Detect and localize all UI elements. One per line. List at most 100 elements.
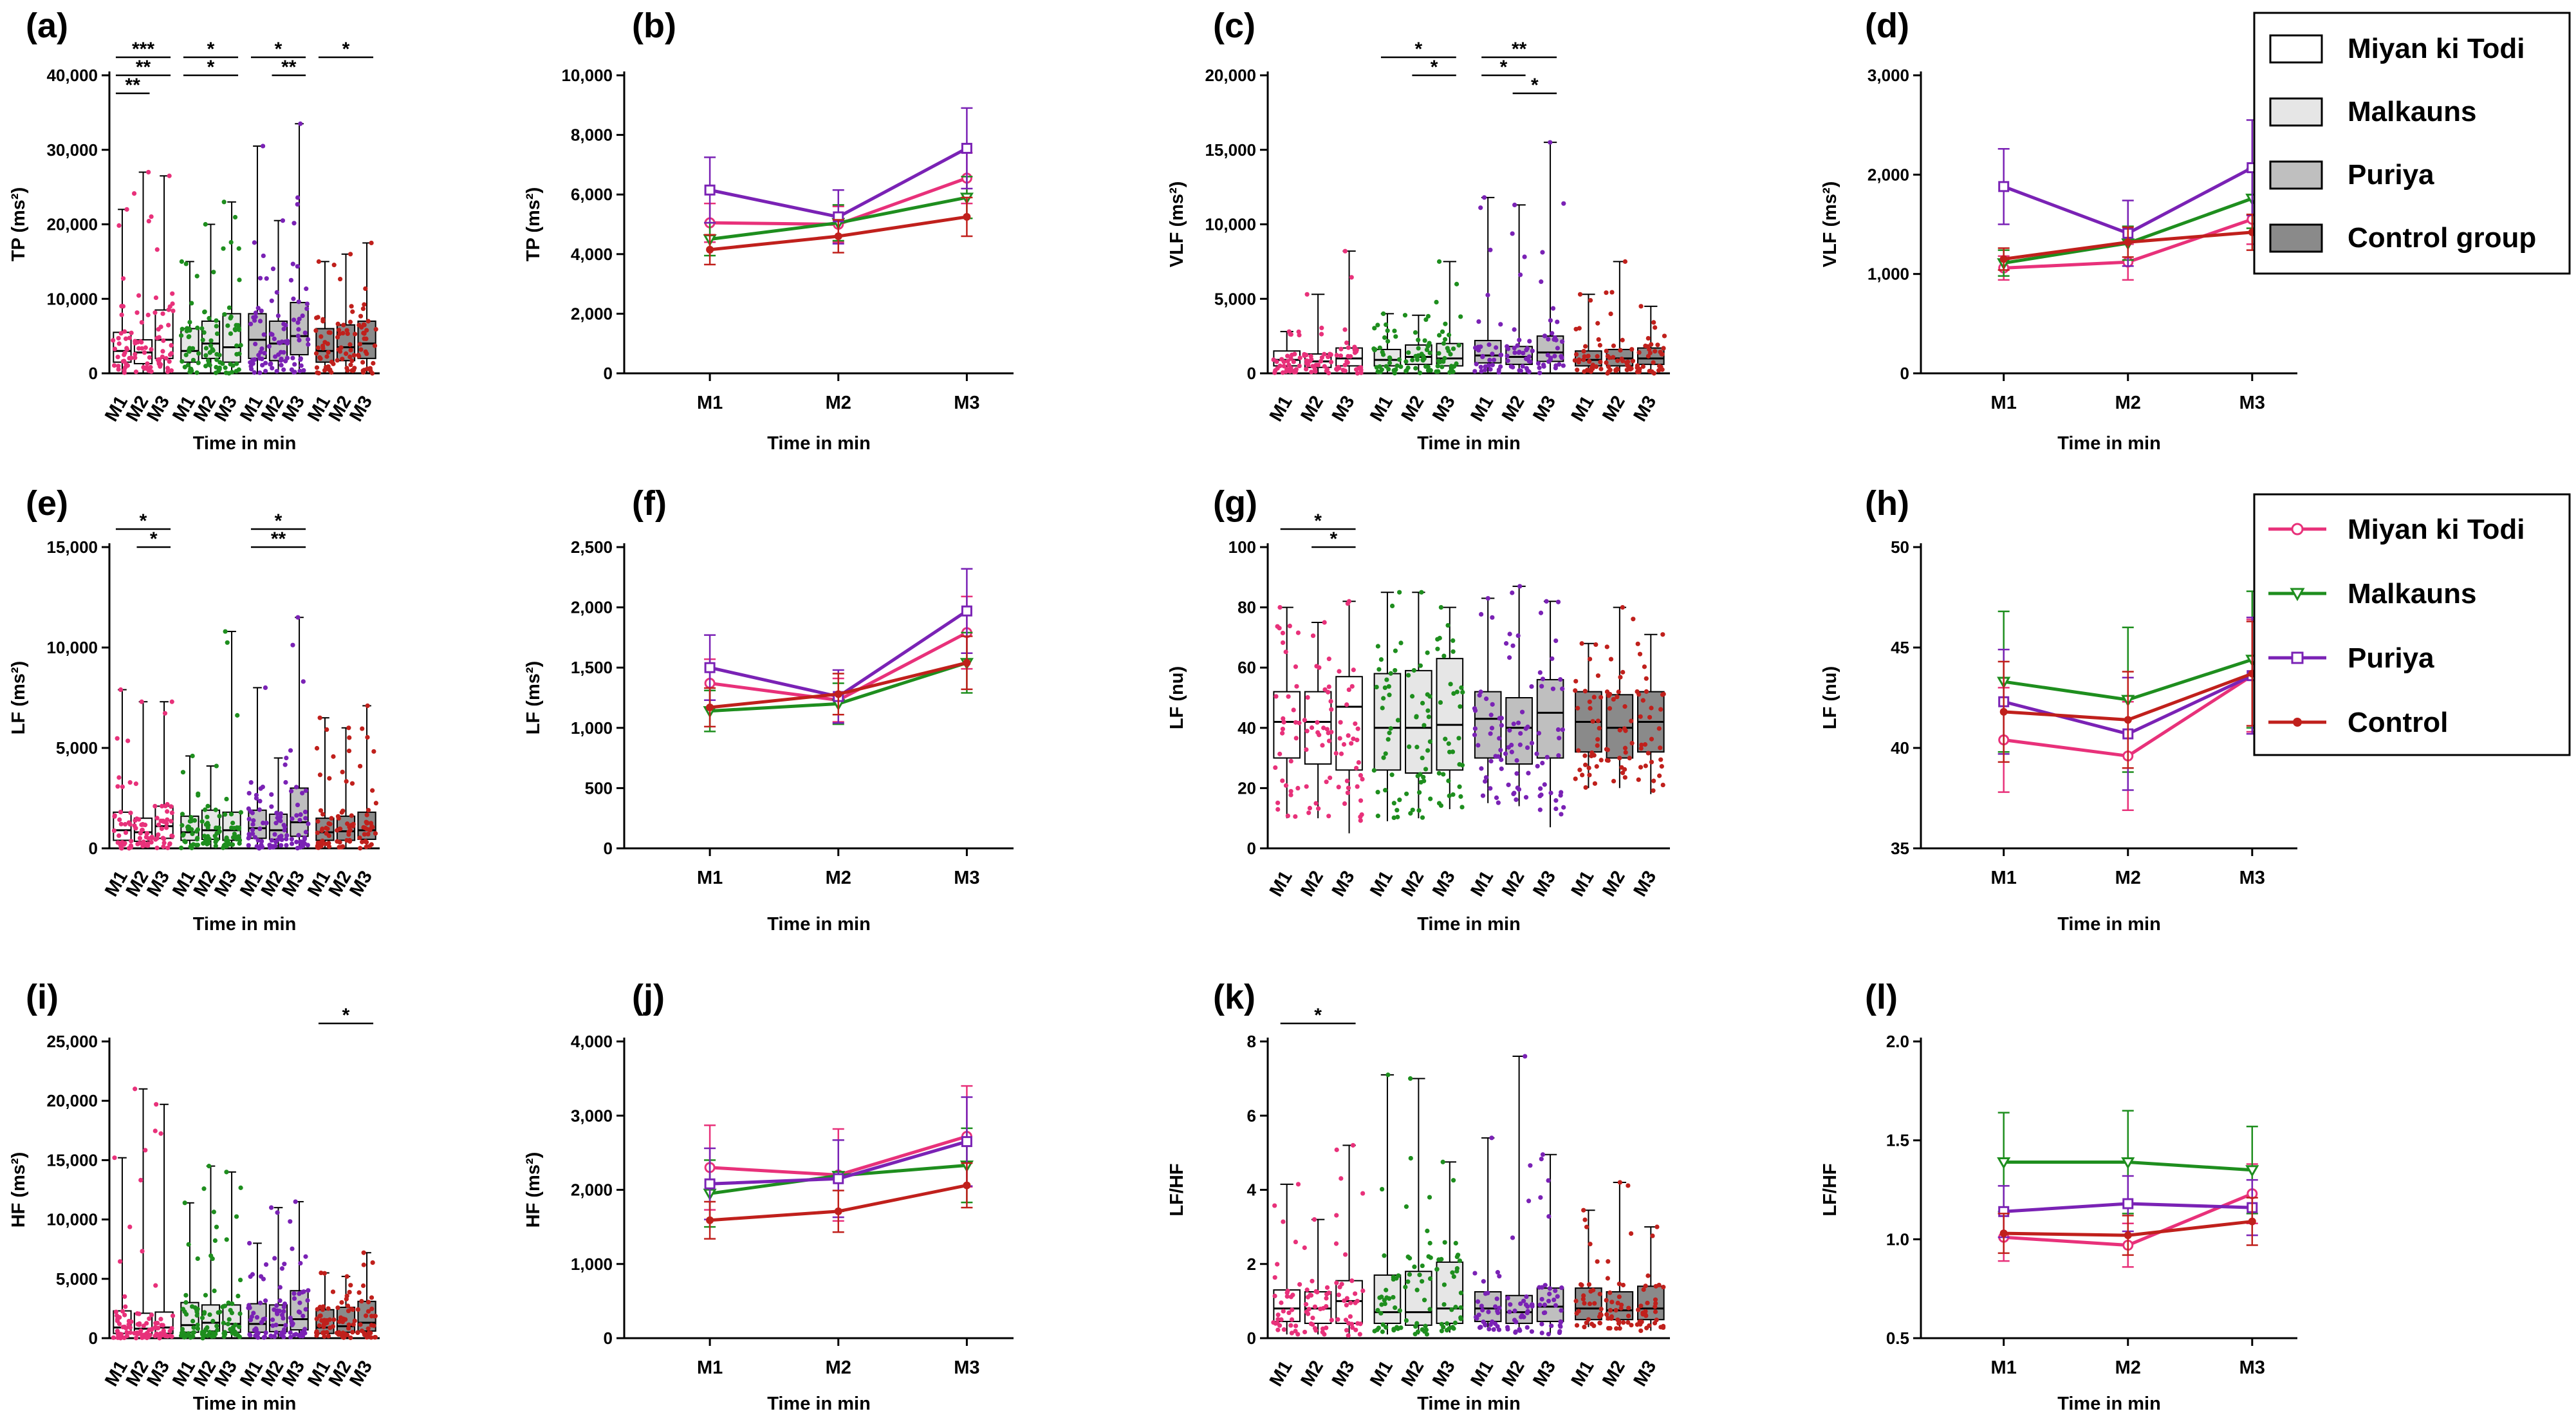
data-point bbox=[1428, 796, 1433, 801]
data-point bbox=[1608, 311, 1613, 317]
data-point bbox=[1546, 1298, 1552, 1303]
data-point bbox=[1441, 772, 1446, 777]
data-point bbox=[1398, 640, 1404, 646]
data-point bbox=[263, 1298, 268, 1303]
data-point bbox=[133, 818, 138, 823]
data-point bbox=[1536, 731, 1542, 736]
data-point bbox=[236, 246, 241, 251]
y-axis-label: LF (ms²) bbox=[523, 661, 544, 734]
data-point bbox=[1537, 807, 1543, 812]
data-point bbox=[346, 725, 351, 731]
data-point bbox=[1617, 1282, 1622, 1287]
data-point bbox=[305, 1298, 310, 1303]
data-point bbox=[1306, 810, 1311, 816]
data-point bbox=[1344, 778, 1350, 783]
data-point bbox=[317, 772, 323, 778]
data-point bbox=[187, 347, 192, 353]
data-point bbox=[133, 1336, 139, 1341]
data-point bbox=[1604, 747, 1609, 752]
data-point bbox=[281, 350, 286, 355]
data-point bbox=[246, 816, 252, 822]
data-point bbox=[1397, 797, 1402, 803]
data-point bbox=[1552, 1297, 1557, 1303]
significance-label: ** bbox=[136, 57, 151, 78]
data-point bbox=[1438, 700, 1443, 705]
data-point bbox=[1458, 1291, 1463, 1296]
data-point bbox=[357, 342, 363, 347]
data-point bbox=[1510, 590, 1515, 595]
data-point bbox=[1341, 741, 1347, 747]
data-point bbox=[1528, 1163, 1533, 1168]
data-point bbox=[145, 312, 151, 317]
data-marker bbox=[2124, 1231, 2132, 1240]
data-point bbox=[316, 371, 321, 376]
data-point bbox=[342, 1317, 348, 1322]
data-point bbox=[1539, 279, 1544, 284]
data-point bbox=[1326, 657, 1331, 662]
data-point bbox=[297, 317, 302, 322]
data-point bbox=[1275, 800, 1281, 805]
x-tick-label: M3 bbox=[143, 1357, 174, 1390]
x-tick-label: M1 bbox=[1467, 1357, 1497, 1390]
data-point bbox=[357, 763, 363, 769]
data-point bbox=[365, 734, 370, 740]
data-point bbox=[272, 832, 277, 837]
data-point bbox=[1572, 358, 1577, 363]
data-point bbox=[1398, 1325, 1404, 1330]
data-point bbox=[346, 1322, 351, 1327]
data-point bbox=[167, 841, 172, 846]
data-point bbox=[1544, 754, 1550, 760]
data-point bbox=[117, 817, 122, 823]
data-point bbox=[1333, 1241, 1339, 1246]
data-point bbox=[1496, 800, 1501, 805]
data-point bbox=[115, 355, 120, 360]
data-point bbox=[1635, 689, 1640, 695]
x-axis-label: Time in min bbox=[193, 433, 297, 454]
data-point bbox=[234, 361, 239, 366]
data-point bbox=[281, 1334, 286, 1339]
data-point bbox=[302, 836, 307, 842]
data-point bbox=[293, 785, 299, 790]
data-point bbox=[1630, 359, 1636, 364]
data-point bbox=[1436, 358, 1441, 364]
data-point bbox=[1496, 1327, 1502, 1332]
data-point bbox=[362, 322, 367, 328]
y-axis-label: LF/HF bbox=[1167, 1163, 1187, 1216]
data-point bbox=[1586, 1282, 1592, 1287]
data-point bbox=[302, 809, 308, 815]
data-point bbox=[1410, 807, 1415, 812]
data-point bbox=[1660, 782, 1665, 788]
data-point bbox=[1274, 359, 1279, 364]
data-point bbox=[298, 121, 303, 126]
data-point bbox=[1396, 357, 1402, 362]
y-tick-label: 4,000 bbox=[571, 245, 613, 264]
data-point bbox=[300, 1290, 305, 1295]
data-point bbox=[133, 369, 139, 375]
data-point bbox=[169, 833, 174, 839]
data-point bbox=[115, 1317, 120, 1322]
data-point bbox=[1280, 731, 1285, 736]
data-point bbox=[1584, 1320, 1589, 1325]
data-point bbox=[1322, 687, 1328, 692]
data-point bbox=[248, 321, 254, 326]
data-point bbox=[1498, 747, 1503, 752]
box bbox=[1606, 694, 1634, 759]
data-point bbox=[1375, 644, 1380, 649]
data-point bbox=[122, 1294, 127, 1299]
data-point bbox=[1313, 801, 1319, 806]
data-point bbox=[261, 820, 266, 826]
data-point bbox=[1281, 1327, 1286, 1332]
data-point bbox=[298, 844, 303, 850]
data-point bbox=[201, 1311, 207, 1316]
data-point bbox=[1552, 353, 1557, 359]
data-point bbox=[189, 818, 194, 824]
data-point bbox=[1661, 1323, 1666, 1329]
data-point bbox=[1397, 590, 1402, 595]
data-point bbox=[1540, 1152, 1546, 1157]
data-point bbox=[1288, 792, 1293, 797]
data-point bbox=[344, 1293, 349, 1298]
x-axis-label: Time in min bbox=[1417, 914, 1521, 935]
data-point bbox=[1334, 353, 1339, 358]
